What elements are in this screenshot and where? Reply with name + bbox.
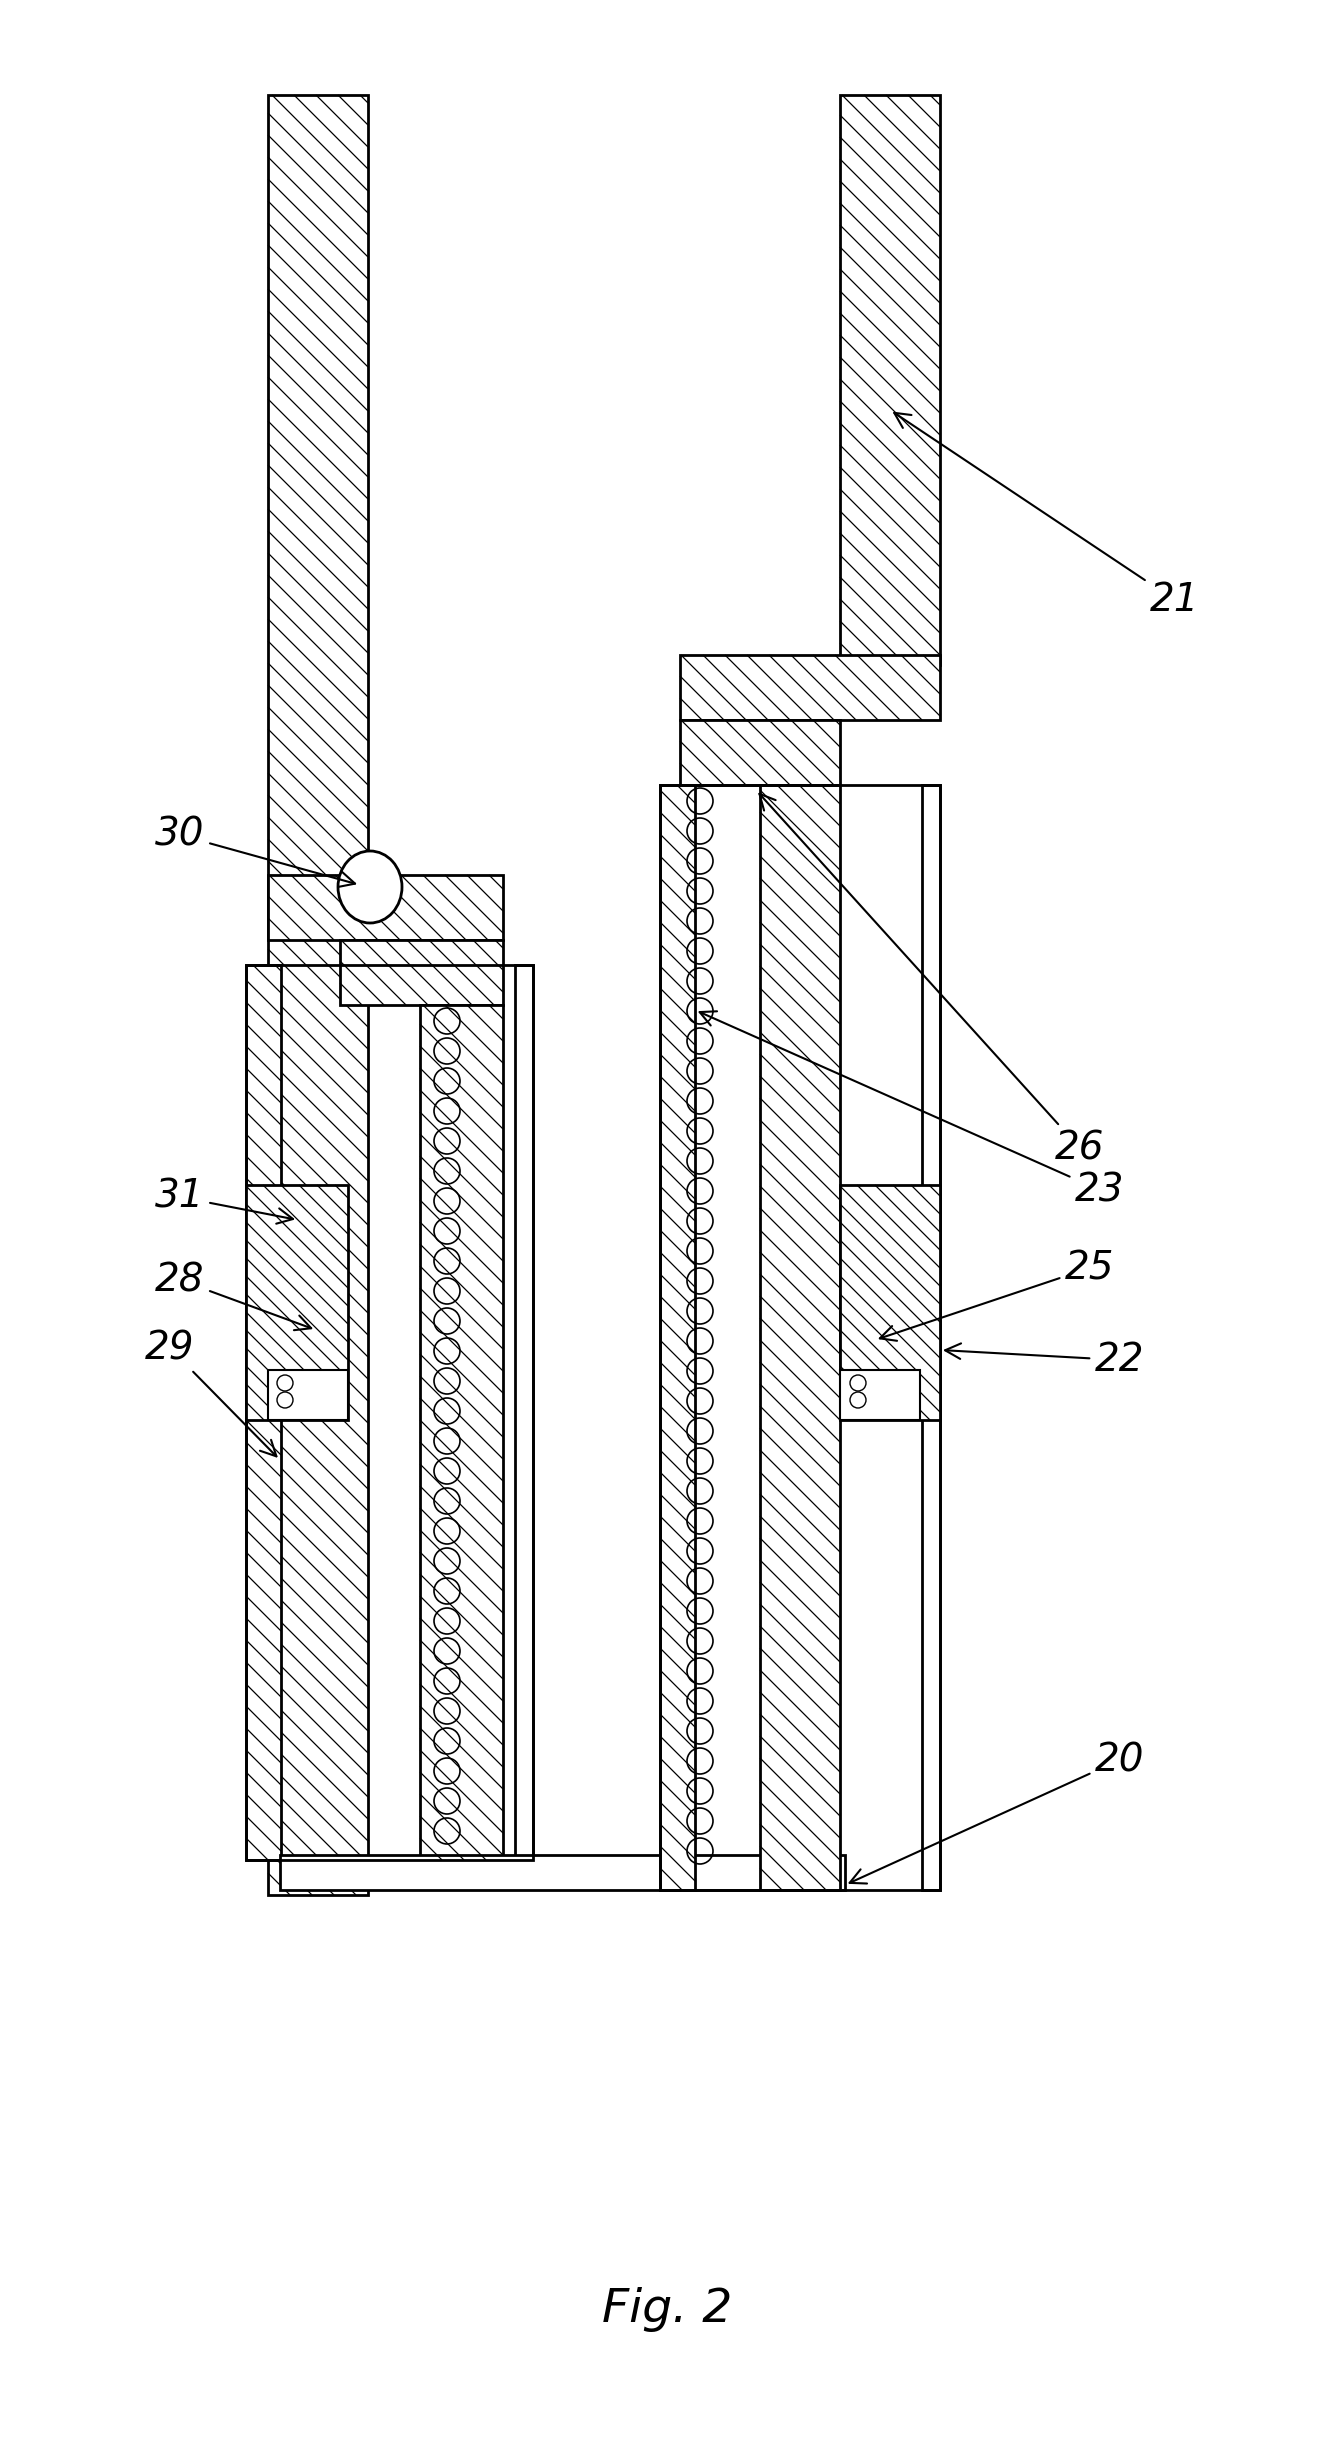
Bar — [680, 721, 840, 785]
Text: 30: 30 — [155, 817, 355, 888]
Bar — [515, 964, 533, 1860]
Bar — [840, 1186, 940, 1419]
Bar — [922, 785, 940, 1889]
Text: 20: 20 — [849, 1742, 1144, 1884]
Bar — [246, 1186, 348, 1419]
Bar — [680, 654, 940, 721]
Bar — [268, 1370, 348, 1419]
Bar — [421, 1006, 503, 1860]
Text: 23: 23 — [700, 1011, 1124, 1208]
Text: 31: 31 — [155, 1178, 292, 1223]
Text: 25: 25 — [880, 1250, 1115, 1341]
Text: 29: 29 — [146, 1328, 276, 1456]
Bar — [246, 964, 533, 1860]
Bar — [340, 940, 503, 1006]
Bar — [268, 96, 368, 1894]
Bar — [840, 1370, 920, 1419]
Text: 22: 22 — [945, 1341, 1144, 1380]
Bar — [659, 785, 940, 1889]
Bar — [246, 964, 280, 1860]
Bar — [840, 96, 940, 664]
Text: 21: 21 — [894, 413, 1200, 620]
Bar — [659, 785, 696, 1889]
Bar — [760, 785, 840, 1889]
Bar — [280, 1855, 845, 1889]
Bar — [268, 876, 503, 940]
Text: Fig. 2: Fig. 2 — [602, 2288, 732, 2332]
Text: 28: 28 — [155, 1262, 311, 1331]
Text: 26: 26 — [760, 795, 1104, 1166]
Ellipse shape — [338, 851, 402, 922]
